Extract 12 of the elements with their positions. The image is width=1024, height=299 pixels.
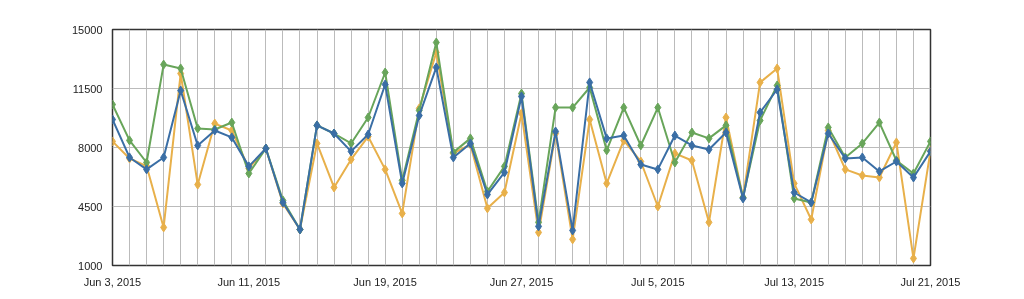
x-tick-label: Jun 11, 2015 — [217, 275, 281, 288]
y-tick-label: 8000 — [78, 141, 103, 154]
x-tick-label: Jul 21, 2015 — [900, 275, 961, 288]
x-tick-label: Jul 13, 2015 — [764, 275, 825, 288]
x-tick-label: Jun 27, 2015 — [489, 275, 554, 288]
y-tick-label: 4500 — [78, 200, 103, 213]
y-tick-label: 11500 — [72, 82, 103, 95]
x-tick-label: Jun 19, 2015 — [353, 275, 417, 288]
y-tick-label: 15000 — [71, 23, 103, 36]
y-tick-label: 1000 — [78, 259, 103, 272]
x-tick-label: Jun 3, 2015 — [83, 275, 142, 288]
x-tick-label: Jul 5, 2015 — [630, 275, 685, 288]
